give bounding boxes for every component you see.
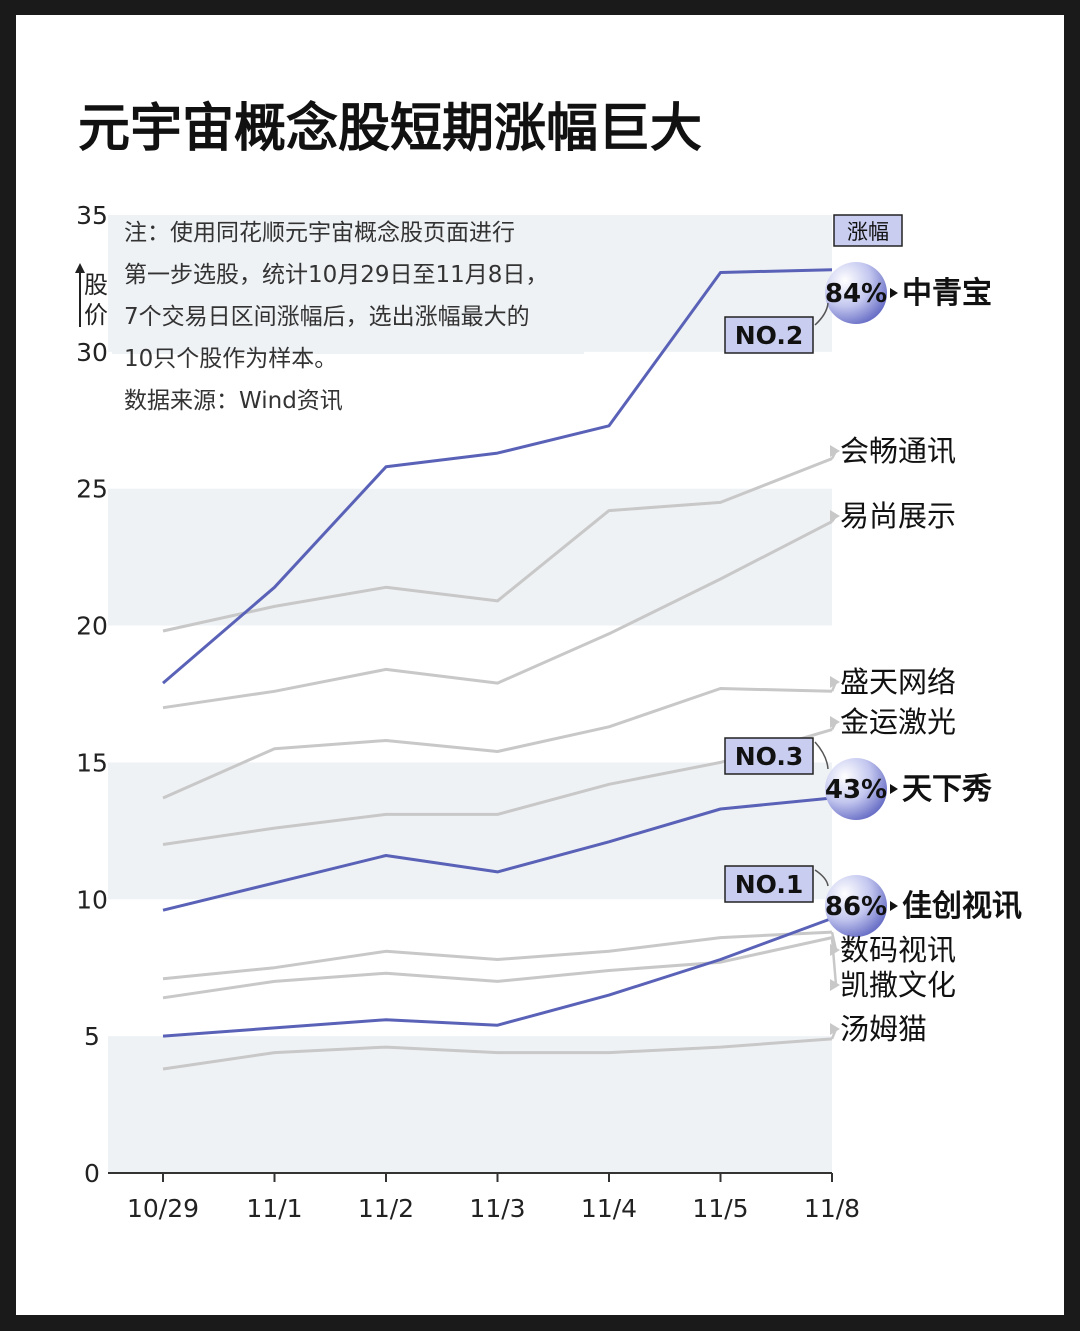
y-tick-0: 0: [84, 1159, 100, 1188]
y-tick-35: 35: [76, 201, 108, 230]
rank-label-NO.1: NO.1: [735, 870, 804, 899]
series-label-凯撒文化: 凯撒文化: [840, 968, 956, 1002]
series-label-盛天网络: 盛天网络: [840, 665, 956, 699]
label-connectors: [830, 445, 840, 1040]
x-axis-ticks: 10/29 11/1 11/2 11/3 11/4 11/5 11/8: [127, 1194, 860, 1223]
pct-arrow-中青宝: [890, 288, 898, 298]
y-axis-label-char: 股: [84, 271, 108, 299]
chart-card: 元宇宙概念股短期涨幅巨大 股价 0 5 10 15 20 25 30 35 10/29 11/1…: [16, 15, 1064, 1315]
x-tick-11-4: 11/4: [581, 1194, 637, 1223]
line-chart: 元宇宙概念股短期涨幅巨大 股价 0 5 10 15 20 25 30 35 10/29 11/1…: [75, 99, 1022, 1223]
y-tick-10: 10: [76, 885, 108, 914]
x-tick-11-8: 11/8: [804, 1194, 860, 1223]
connector-arrow-凯撒文化: [830, 979, 840, 991]
pct-bubble-佳创视讯: [825, 875, 887, 937]
connector-arrow-金运激光: [830, 716, 840, 728]
series-label-中青宝: 中青宝: [902, 276, 992, 311]
note-line-5: 数据来源：Wind资讯: [124, 388, 343, 414]
y-axis-ticks: 0 5 10 15 20 25 30 35: [76, 201, 108, 1188]
band-20-25: [108, 488, 832, 626]
pct-arrow-天下秀: [890, 784, 898, 794]
pct-label-中青宝: 84%: [825, 279, 887, 309]
pct-label-佳创视讯: 86%: [825, 892, 887, 922]
rank-pointer-NO.2: [814, 302, 829, 326]
y-axis-label: 股价: [75, 263, 108, 329]
connector-数码视讯: [830, 931, 838, 951]
series-label-易尚展示: 易尚展示: [840, 499, 956, 533]
legend: 涨幅: [833, 214, 903, 247]
x-tick-11-3: 11/3: [469, 1194, 525, 1223]
series-line-凯撒文化: [162, 936, 833, 1000]
connector-arrow-盛天网络: [830, 676, 840, 688]
connector-arrow-汤姆猫: [830, 1023, 840, 1035]
rank-box-NO.1: [724, 865, 814, 903]
legend-box: [833, 214, 903, 247]
series-line-数码视讯: [162, 930, 833, 981]
series-label-会畅通讯: 会畅通讯: [840, 434, 956, 468]
rank-pointer-NO.3: [814, 741, 829, 770]
note-box: [112, 216, 584, 354]
muted-series-lines: [162, 457, 833, 1071]
series-line-佳创视讯: [162, 916, 833, 1038]
series-line-易尚展示: [162, 520, 833, 710]
series-line-金运激光: [162, 728, 833, 846]
pct-bubble-天下秀: [825, 758, 887, 820]
x-tick-10-29: 10/29: [127, 1194, 199, 1223]
y-tick-15: 15: [76, 748, 108, 777]
series-label-天下秀: 天下秀: [902, 772, 992, 807]
series-line-会畅通讯: [162, 457, 833, 633]
series-line-天下秀: [162, 796, 833, 912]
series-label-汤姆猫: 汤姆猫: [840, 1012, 927, 1046]
series-label-佳创视讯: 佳创视讯: [902, 889, 1022, 924]
pct-arrow-佳创视讯: [890, 901, 898, 911]
connector-arrow-会畅通讯: [830, 445, 840, 457]
pct-bubble-中青宝: [825, 262, 887, 324]
y-tick-20: 20: [76, 612, 108, 641]
band-10-15: [108, 762, 832, 900]
legend-label: 涨幅: [847, 220, 889, 244]
rank-box-NO.2: [724, 316, 814, 354]
series-line-中青宝: [162, 268, 833, 685]
rank-label-NO.3: NO.3: [735, 742, 804, 771]
connector-arrow-易尚展示: [830, 510, 840, 522]
series-label-数码视讯: 数码视讯: [840, 933, 956, 967]
y-axis-label-char: 价: [84, 301, 108, 329]
note-line-3: 7个交易日区间涨幅后，选出涨幅最大的: [124, 304, 530, 330]
note-line-4: 10只个股作为样本。: [124, 346, 337, 372]
y-axis-arrow-head: [75, 263, 85, 273]
rank-pointer-NO.1: [814, 869, 829, 887]
highlight-series-lines: [162, 268, 833, 1038]
x-tick-11-5: 11/5: [692, 1194, 748, 1223]
axes: [108, 1172, 833, 1182]
rank-label-NO.2: NO.2: [735, 321, 804, 350]
connector-凯撒文化: [830, 937, 838, 986]
series-label-金运激光: 金运激光: [840, 705, 956, 739]
y-tick-5: 5: [84, 1022, 100, 1051]
series-line-盛天网络: [162, 687, 833, 800]
y-tick-30: 30: [76, 338, 108, 367]
x-tick-11-1: 11/1: [246, 1194, 302, 1223]
x-tick-11-2: 11/2: [358, 1194, 414, 1223]
y-tick-25: 25: [76, 475, 108, 504]
note-line-1: 注：使用同花顺元宇宙概念股页面进行: [124, 220, 515, 246]
pct-label-天下秀: 43%: [825, 775, 887, 805]
chart-title: 元宇宙概念股短期涨幅巨大: [78, 99, 702, 159]
rank-box-NO.3: [724, 737, 814, 775]
band-0-5: [108, 1036, 832, 1173]
note-line-2: 第一步选股，统计10月29日至11月8日，: [124, 262, 548, 288]
series-line-汤姆猫: [162, 1037, 833, 1071]
